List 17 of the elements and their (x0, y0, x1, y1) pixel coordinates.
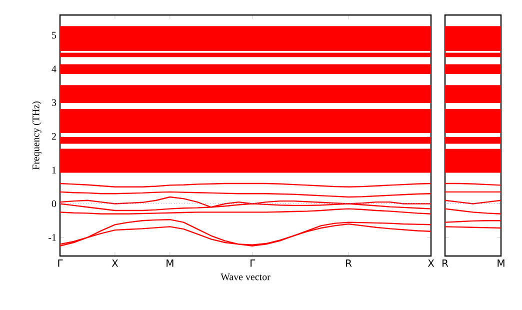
y-tick-label: 3 (52, 99, 56, 106)
x-tick-label: R (442, 260, 448, 267)
x-tick-label: M (498, 260, 504, 267)
x-tick-label: Γ (58, 260, 63, 267)
y-tick-label: 5 (52, 32, 56, 39)
y-tick-label: -1 (48, 234, 56, 241)
y-axis-title: Frequency (THz) (32, 101, 42, 170)
y-tick-label: 0 (52, 200, 56, 208)
x-axis-title: Wave vector (220, 274, 270, 280)
y-tick-label: 4 (52, 66, 56, 72)
x-tick-label: X (112, 260, 118, 267)
y-tick-label: 2 (52, 133, 56, 140)
x-tick-label: X (428, 260, 434, 267)
x-tick-label: M (166, 260, 174, 267)
y-tick-label: 1 (52, 166, 56, 174)
x-tick-label: R (346, 260, 352, 267)
x-tick-label: Γ (250, 260, 256, 267)
